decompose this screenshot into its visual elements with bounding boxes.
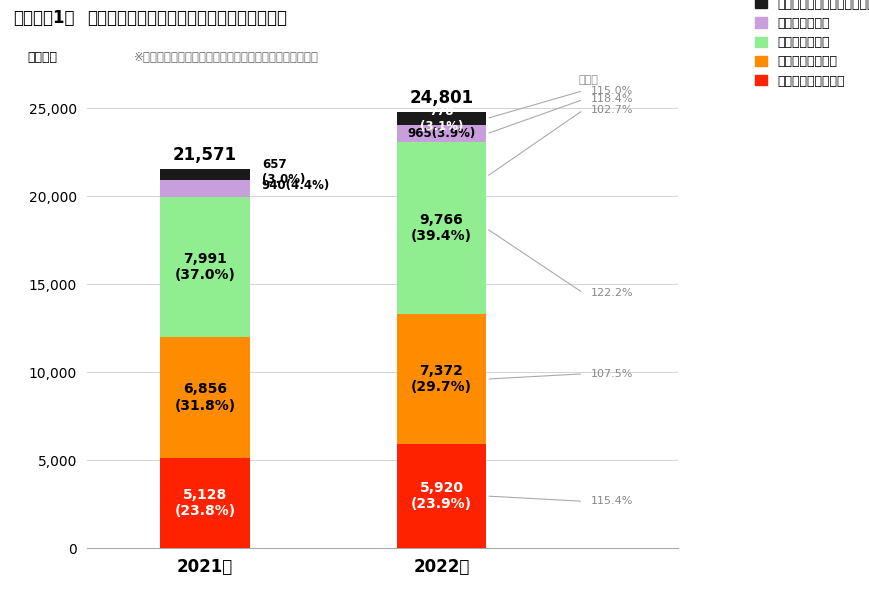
Text: 940(4.4%): 940(4.4%) <box>262 179 330 192</box>
Bar <box>160 197 250 337</box>
Text: 778
(3.1%): 778 (3.1%) <box>420 105 463 133</box>
Bar <box>396 314 487 444</box>
Bar <box>396 112 487 125</box>
Text: 21,571: 21,571 <box>173 146 237 164</box>
Text: 102.7%: 102.7% <box>590 105 633 115</box>
Text: 965(3.9%): 965(3.9%) <box>408 127 475 141</box>
Bar <box>160 169 250 180</box>
Text: 122.2%: 122.2% <box>590 288 633 298</box>
Text: 》グラフ1》: 》グラフ1》 <box>13 9 75 27</box>
Text: 24,801: 24,801 <box>409 89 474 107</box>
Bar <box>160 180 250 197</box>
Text: 前年比: 前年比 <box>578 75 598 85</box>
Legend: その他のインターネット広告, 成果報酷型広告, 検索連動型広告, ディスプレイ広告, ビデオ（動画）広告: その他のインターネット広告, 成果報酷型広告, 検索連動型広告, ディスプレイ広… <box>751 0 869 91</box>
Text: 9,766
(39.4%): 9,766 (39.4%) <box>411 213 472 244</box>
Bar <box>160 337 250 458</box>
Text: 107.5%: 107.5% <box>590 369 633 379</box>
Text: 118.4%: 118.4% <box>590 94 633 105</box>
Text: 657
(3.0%): 657 (3.0%) <box>262 158 305 186</box>
Text: インターネット広告媒体費の広告種別構成比: インターネット広告媒体費の広告種別構成比 <box>87 9 287 27</box>
Text: 5,128
(23.8%): 5,128 (23.8%) <box>175 488 235 518</box>
Bar <box>396 444 487 548</box>
Text: 7,991
(37.0%): 7,991 (37.0%) <box>175 252 235 282</box>
Text: 5,920
(23.9%): 5,920 (23.9%) <box>411 481 472 511</box>
Text: 6,856
(31.8%): 6,856 (31.8%) <box>175 382 235 413</box>
Text: ※（　）内は、インターネット広告媒体費に占める構成比: ※（ ）内は、インターネット広告媒体費に占める構成比 <box>134 51 319 63</box>
Bar <box>396 125 487 143</box>
Bar <box>396 143 487 314</box>
Text: （億円）: （億円） <box>28 51 58 63</box>
Text: 7,372
(29.7%): 7,372 (29.7%) <box>411 364 472 394</box>
Text: 115.0%: 115.0% <box>590 86 633 96</box>
Text: 115.4%: 115.4% <box>590 496 633 506</box>
Bar <box>160 458 250 548</box>
